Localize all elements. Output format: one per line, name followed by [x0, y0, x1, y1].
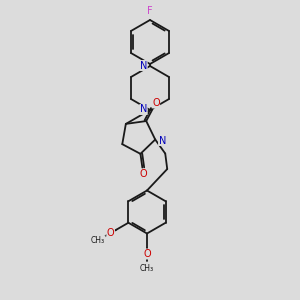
- Text: CH₃: CH₃: [91, 236, 105, 245]
- Text: O: O: [140, 169, 147, 179]
- Text: O: O: [107, 228, 114, 238]
- Text: O: O: [152, 98, 160, 108]
- Text: F: F: [147, 6, 153, 16]
- Text: O: O: [143, 249, 151, 259]
- Text: N: N: [158, 136, 166, 146]
- Text: N: N: [140, 104, 147, 115]
- Text: N: N: [140, 61, 147, 70]
- Text: CH₃: CH₃: [140, 264, 154, 273]
